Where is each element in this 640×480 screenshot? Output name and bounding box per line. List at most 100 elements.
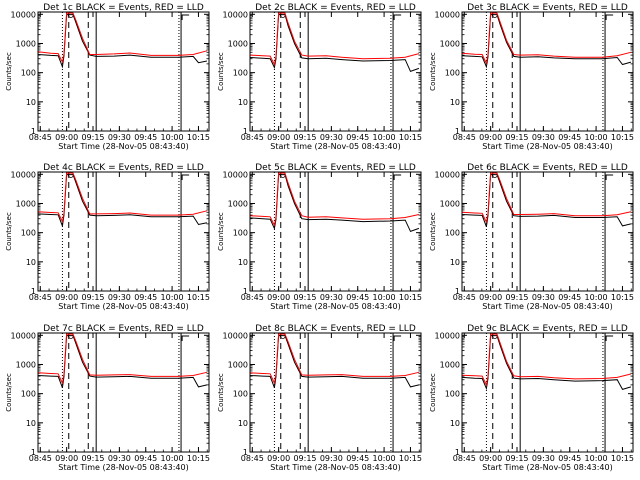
panel-9-xlabel: Start Time (28-Nov-05 08:43:40) xyxy=(482,463,612,472)
panel-1-xtick-label-2: 09:15 xyxy=(81,133,104,142)
panel-9-flag-bracket xyxy=(605,335,614,341)
panel-9-xtick-label-5: 10:00 xyxy=(585,454,608,463)
panel-4-xtick-label-6: 10:15 xyxy=(187,293,210,302)
panel-1-ytick-label-1: 10 xyxy=(26,98,36,107)
panel-7-xtick-label-2: 09:15 xyxy=(81,454,104,463)
panel-3: Det 3c BLACK = Events, RED = LLD 1 10 100 10… xyxy=(429,3,634,151)
panel-5-frame xyxy=(249,171,422,292)
panel-6-xlabel: Start Time (28-Nov-05 08:43:40) xyxy=(482,302,612,311)
panel-6-ylabel: Counts/sec xyxy=(429,212,437,251)
panel-3-ytick-label-0: 1 xyxy=(455,127,460,136)
panel-5-xtick-label-4: 09:45 xyxy=(346,293,369,302)
panel-6-frame xyxy=(461,171,634,292)
panel-6-ytick-label-1: 10 xyxy=(450,258,460,267)
panel-9-lld-line xyxy=(462,333,632,387)
panel-8-xtick-label-4: 09:45 xyxy=(346,454,369,463)
panel-5-xtick-label-3: 09:30 xyxy=(320,293,343,302)
panel-8-ytick-label-1: 10 xyxy=(238,419,248,428)
panel-4-xtick-label-2: 09:15 xyxy=(81,293,104,302)
panel-5-xlabel: Start Time (28-Nov-05 08:43:40) xyxy=(270,302,400,311)
panel-3-xtick-label-0: 08:45 xyxy=(453,133,476,142)
panel-3-xtick-label-2: 09:15 xyxy=(505,133,528,142)
panel-7-xtick-label-4: 09:45 xyxy=(134,454,157,463)
panel-7-ytick-label-4: 10000 xyxy=(11,331,36,340)
panel-4-ytick-label-3: 1000 xyxy=(16,199,36,208)
panel-6-ytick-label-3: 1000 xyxy=(440,199,460,208)
panel-1-ytick-label-0: 1 xyxy=(31,127,36,136)
panel-9-title: Det 9c BLACK = Events, RED = LLD xyxy=(467,324,628,334)
panel-8-frame xyxy=(249,332,422,453)
panel-3-xtick-label-6: 10:15 xyxy=(611,133,634,142)
panel-9-xtick-label-0: 08:45 xyxy=(453,454,476,463)
panel-7-xtick-label-5: 10:00 xyxy=(161,454,184,463)
panel-1-xtick-label-4: 09:45 xyxy=(134,133,157,142)
panel-1-xtick-label-5: 10:00 xyxy=(161,133,184,142)
panel-2-ytick-label-4: 10000 xyxy=(223,10,248,19)
panel-5-xtick-label-6: 10:15 xyxy=(399,293,422,302)
panel-4-ylabel: Counts/sec xyxy=(5,212,13,251)
panel-2-lld-line xyxy=(250,12,420,67)
panel-5-events-line xyxy=(250,174,420,233)
panel-3-xlabel: Start Time (28-Nov-05 08:43:40) xyxy=(482,142,612,151)
panel-9: Det 9c BLACK = Events, RED = LLD 1 10 100 10… xyxy=(429,324,634,472)
panel-8-xtick-label-6: 10:15 xyxy=(399,454,422,463)
panel-8-xlabel: Start Time (28-Nov-05 08:43:40) xyxy=(270,463,400,472)
panel-5-xtick-label-1: 09:00 xyxy=(267,293,290,302)
panel-7-ytick-label-3: 1000 xyxy=(16,360,36,369)
panel-4-ytick-label-0: 1 xyxy=(31,287,36,296)
panel-1-ytick-label-2: 100 xyxy=(21,69,36,78)
panel-3-ytick-label-3: 1000 xyxy=(440,39,460,48)
panel-5-xtick-label-5: 10:00 xyxy=(373,293,396,302)
panel-1-xlabel: Start Time (28-Nov-05 08:43:40) xyxy=(58,142,188,151)
panel-3-title: Det 3c BLACK = Events, RED = LLD xyxy=(467,3,628,13)
panel-4-xlabel: Start Time (28-Nov-05 08:43:40) xyxy=(58,302,188,311)
panel-7-ylabel: Counts/sec xyxy=(5,373,13,412)
panel-5-ytick-label-3: 1000 xyxy=(228,199,248,208)
panel-7-xtick-label-0: 08:45 xyxy=(29,454,52,463)
panel-2-xtick-label-3: 09:30 xyxy=(320,133,343,142)
panel-7-flag-bracket xyxy=(181,335,190,341)
panel-1-lld-line xyxy=(38,12,208,64)
panel-2-xtick-label-2: 09:15 xyxy=(293,133,316,142)
panel-5-ytick-label-1: 10 xyxy=(238,258,248,267)
panel-8-ytick-label-2: 100 xyxy=(233,390,248,399)
panel-7-lld-line xyxy=(38,333,208,385)
panel-5-lld-line xyxy=(250,172,420,227)
panel-1-events-line xyxy=(38,14,207,69)
panel-4-lld-line xyxy=(38,172,208,224)
panel-3-ytick-label-4: 10000 xyxy=(435,10,460,19)
panel-8-flag-bracket xyxy=(393,335,402,341)
panel-1-xtick-label-0: 08:45 xyxy=(29,133,52,142)
panel-7-ytick-label-2: 100 xyxy=(21,390,36,399)
panel-4-events-line xyxy=(38,174,208,227)
panel-6-xtick-label-1: 09:00 xyxy=(479,293,502,302)
panel-3-xtick-label-1: 09:00 xyxy=(479,133,502,142)
panel-9-xtick-label-4: 09:45 xyxy=(558,454,581,463)
panel-8-xtick-label-0: 08:45 xyxy=(241,454,264,463)
panel-6-xtick-label-3: 09:30 xyxy=(532,293,555,302)
panel-9-ytick-label-4: 10000 xyxy=(435,331,460,340)
panel-6-title: Det 6c BLACK = Events, RED = LLD xyxy=(467,163,628,173)
panel-6-flag-bracket xyxy=(605,174,614,180)
panel-3-lld-line xyxy=(462,12,632,65)
panel-5-xtick-label-0: 08:45 xyxy=(241,293,264,302)
panel-4: Det 4c BLACK = Events, RED = LLD 1 10 100 10… xyxy=(5,163,210,311)
panel-2-xtick-label-4: 09:45 xyxy=(346,133,369,142)
panel-2-ytick-label-3: 1000 xyxy=(228,39,248,48)
panel-9-xtick-label-2: 09:15 xyxy=(505,454,528,463)
panel-6-xtick-label-4: 09:45 xyxy=(558,293,581,302)
panel-6-xtick-label-6: 10:15 xyxy=(611,293,634,302)
panel-9-xtick-label-3: 09:30 xyxy=(532,454,555,463)
panel-3-xtick-label-3: 09:30 xyxy=(532,133,555,142)
panel-2: Det 2c BLACK = Events, RED = LLD 1 10 100 10… xyxy=(217,3,422,151)
panel-5-title: Det 5c BLACK = Events, RED = LLD xyxy=(255,163,416,173)
panel-8-ytick-label-3: 1000 xyxy=(228,360,248,369)
panel-4-ytick-label-2: 100 xyxy=(21,229,36,238)
panel-5: Det 5c BLACK = Events, RED = LLD 1 10 100 10… xyxy=(217,163,422,311)
panel-3-xtick-label-5: 10:00 xyxy=(585,133,608,142)
panel-3-xtick-label-4: 09:45 xyxy=(558,133,581,142)
panel-3-ylabel: Counts/sec xyxy=(429,52,437,91)
panel-2-ytick-label-0: 1 xyxy=(243,127,248,136)
panel-1-flag-bracket xyxy=(181,14,190,20)
